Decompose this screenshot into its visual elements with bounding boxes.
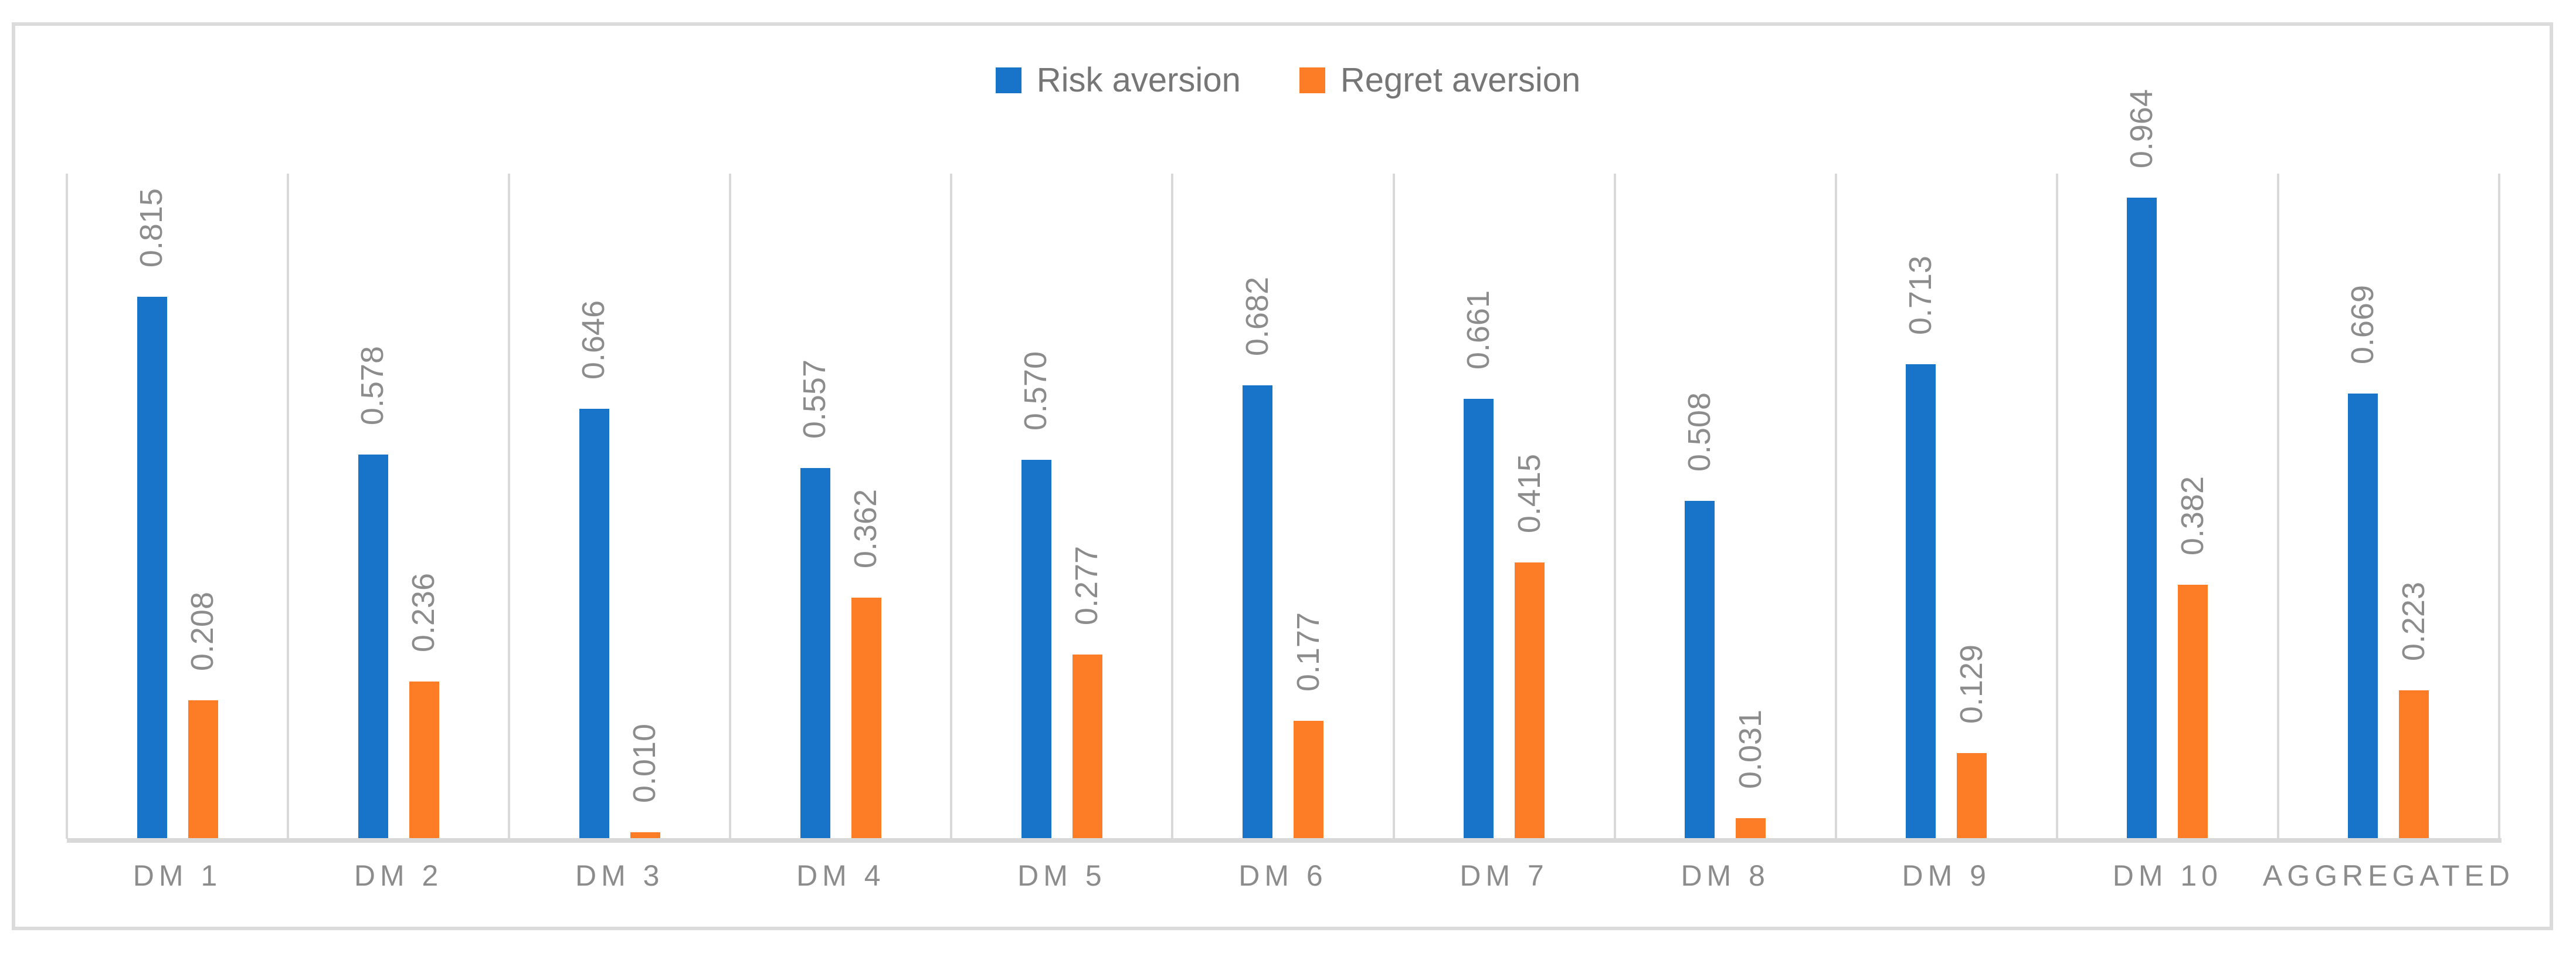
value-label-risk-aversion-dm-1: 0.815 xyxy=(134,188,169,267)
bar-risk-aversion-dm-10 xyxy=(2127,198,2157,839)
value-label-regret-aversion-dm-9: 0.129 xyxy=(1953,644,1989,724)
value-label-risk-aversion-dm-2: 0.578 xyxy=(355,345,391,425)
gridline xyxy=(66,174,68,839)
bar-regret-aversion-dm-8 xyxy=(1736,818,1766,839)
gridline xyxy=(1392,174,1395,839)
legend-item-regret-aversion: Regret aversion xyxy=(1299,63,1580,97)
gridline xyxy=(950,174,953,839)
plot-area: 0.815 0.208 0.578 0.236 0.646 0.010 0.557 0.362… xyxy=(66,89,2500,839)
category-label-dm-9: DM 9 xyxy=(1902,859,1991,892)
bar-risk-aversion-dm-9 xyxy=(1906,364,1936,839)
legend-swatch-risk-aversion xyxy=(995,67,1021,93)
value-label-regret-aversion-aggregated: 0.223 xyxy=(2395,581,2431,661)
category-label-aggregated: AGGREGATED xyxy=(2262,859,2515,892)
category-label-dm-5: DM 5 xyxy=(1017,859,1107,892)
bar-regret-aversion-dm-3 xyxy=(630,832,660,839)
value-label-risk-aversion-aggregated: 0.669 xyxy=(2344,284,2380,364)
legend-label-regret-aversion: Regret aversion xyxy=(1340,61,1581,99)
category-label-dm-3: DM 3 xyxy=(575,859,664,892)
gridline xyxy=(508,174,511,839)
value-label-regret-aversion-dm-7: 0.415 xyxy=(1511,453,1547,533)
value-label-risk-aversion-dm-7: 0.661 xyxy=(1460,290,1496,369)
value-label-risk-aversion-dm-6: 0.682 xyxy=(1239,276,1275,356)
value-label-regret-aversion-dm-10: 0.382 xyxy=(2174,476,2210,555)
bar-regret-aversion-dm-2 xyxy=(409,682,439,839)
value-label-regret-aversion-dm-5: 0.277 xyxy=(1069,545,1105,625)
gridline xyxy=(729,174,732,839)
bar-risk-aversion-dm-4 xyxy=(800,468,830,839)
bar-regret-aversion-dm-1 xyxy=(188,700,218,839)
bar-regret-aversion-dm-7 xyxy=(1515,562,1545,839)
value-label-regret-aversion-dm-2: 0.236 xyxy=(406,572,442,652)
value-label-risk-aversion-dm-9: 0.713 xyxy=(1902,255,1938,335)
value-label-risk-aversion-dm-4: 0.557 xyxy=(797,359,833,439)
bar-risk-aversion-dm-8 xyxy=(1685,501,1715,839)
value-label-regret-aversion-dm-8: 0.031 xyxy=(1732,709,1768,789)
gridline xyxy=(1171,174,1174,839)
chart-legend: Risk aversion Regret aversion xyxy=(0,63,2576,97)
gridline xyxy=(1613,174,1616,839)
category-label-dm-7: DM 7 xyxy=(1460,859,1549,892)
gridline xyxy=(2498,174,2500,839)
gridline xyxy=(2055,174,2058,839)
bar-regret-aversion-dm-9 xyxy=(1957,753,1987,839)
bar-risk-aversion-dm-7 xyxy=(1464,399,1494,839)
value-label-regret-aversion-dm-1: 0.208 xyxy=(185,591,220,671)
gridline xyxy=(287,174,290,839)
bar-regret-aversion-dm-10 xyxy=(2178,585,2208,839)
bar-regret-aversion-dm-5 xyxy=(1072,655,1102,839)
category-label-dm-6: DM 6 xyxy=(1238,859,1328,892)
bar-regret-aversion-aggregated xyxy=(2399,690,2429,839)
bar-risk-aversion-dm-2 xyxy=(358,455,388,839)
value-label-risk-aversion-dm-5: 0.570 xyxy=(1018,351,1054,430)
legend-swatch-regret-aversion xyxy=(1299,67,1325,93)
value-label-regret-aversion-dm-6: 0.177 xyxy=(1290,612,1326,691)
bar-regret-aversion-dm-6 xyxy=(1294,721,1323,839)
bar-risk-aversion-dm-1 xyxy=(137,297,167,839)
category-label-dm-1: DM 1 xyxy=(133,859,222,892)
gridline xyxy=(1834,174,1837,839)
value-label-risk-aversion-dm-8: 0.508 xyxy=(1681,392,1717,472)
value-label-risk-aversion-dm-10: 0.964 xyxy=(2123,89,2159,168)
bar-regret-aversion-dm-4 xyxy=(851,598,881,839)
category-label-dm-10: DM 10 xyxy=(2112,859,2222,892)
bar-risk-aversion-dm-6 xyxy=(1243,385,1272,839)
bar-risk-aversion-dm-5 xyxy=(1021,460,1051,839)
legend-label-risk-aversion: Risk aversion xyxy=(1036,61,1241,99)
legend-item-risk-aversion: Risk aversion xyxy=(995,61,1241,99)
category-label-dm-8: DM 8 xyxy=(1681,859,1770,892)
bar-risk-aversion-aggregated xyxy=(2348,394,2378,839)
x-axis-line xyxy=(67,838,2502,843)
value-label-regret-aversion-dm-4: 0.362 xyxy=(848,489,884,568)
value-label-risk-aversion-dm-3: 0.646 xyxy=(576,300,612,379)
category-label-dm-2: DM 2 xyxy=(354,859,443,892)
value-label-regret-aversion-dm-3: 0.010 xyxy=(627,723,663,803)
category-label-dm-4: DM 4 xyxy=(796,859,885,892)
bar-risk-aversion-dm-3 xyxy=(579,409,609,839)
gridline xyxy=(2276,174,2279,839)
